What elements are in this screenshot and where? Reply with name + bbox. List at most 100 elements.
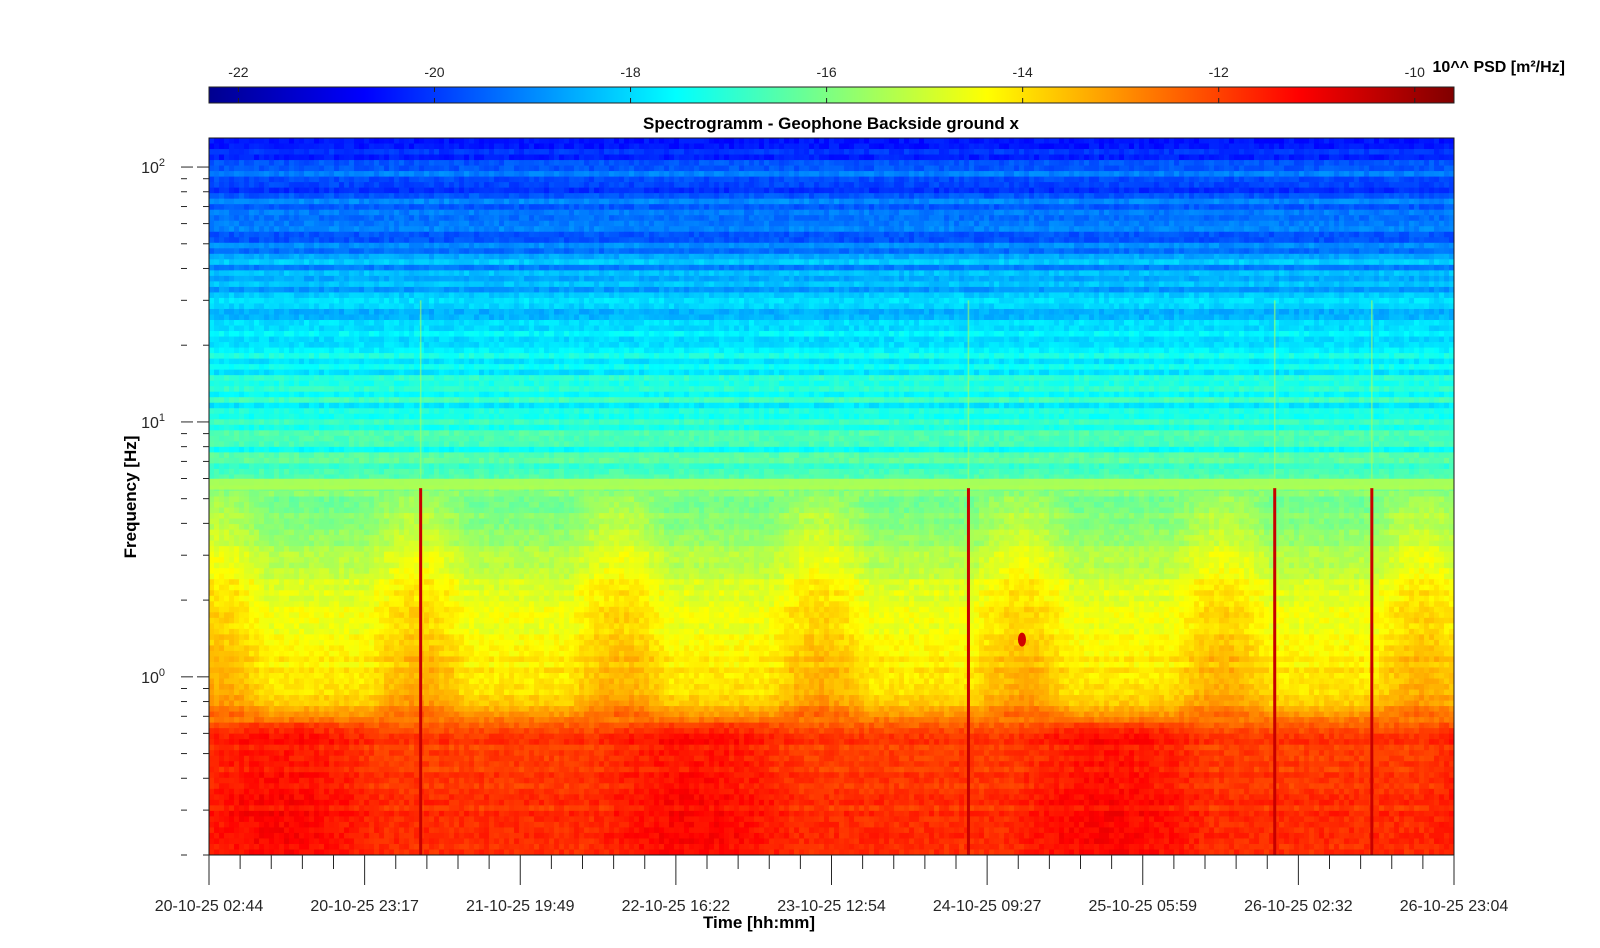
- heatmap-cell: [994, 215, 1000, 221]
- heatmap-cell: [414, 166, 420, 172]
- heatmap-cell: [929, 166, 935, 172]
- heatmap-cell: [309, 188, 315, 194]
- heatmap-cell: [439, 138, 445, 144]
- heatmap-cell: [489, 160, 495, 166]
- heatmap-cell: [389, 160, 395, 166]
- heatmap-cell: [294, 182, 300, 188]
- heatmap-cell: [589, 155, 595, 161]
- heatmap-cell: [604, 221, 610, 227]
- heatmap-cell: [629, 182, 635, 188]
- heatmap-cell: [434, 149, 440, 155]
- heatmap-cell: [1219, 166, 1225, 172]
- heatmap-cell: [1039, 171, 1045, 177]
- heatmap-cell: [424, 193, 430, 199]
- heatmap-cell: [429, 215, 435, 221]
- heatmap-cell: [714, 166, 720, 172]
- heatmap-cell: [684, 138, 690, 144]
- heatmap-cell: [1099, 166, 1105, 172]
- heatmap-cell: [444, 204, 450, 210]
- heatmap-cell: [1404, 171, 1410, 177]
- heatmap-cell: [1204, 204, 1210, 210]
- heatmap-cell: [874, 160, 880, 166]
- heatmap-cell: [289, 160, 295, 166]
- heatmap-cell: [1194, 155, 1200, 161]
- heatmap-cell: [369, 193, 375, 199]
- heatmap-cell: [729, 204, 735, 210]
- heatmap-cell: [1039, 138, 1045, 144]
- heatmap-cell: [1299, 177, 1305, 183]
- heatmap-cell: [1084, 215, 1090, 221]
- heatmap-cell: [824, 215, 830, 221]
- heatmap-cell: [1419, 171, 1425, 177]
- heatmap-cell: [1379, 210, 1385, 216]
- heatmap-cell: [829, 193, 835, 199]
- heatmap-cell: [1089, 160, 1095, 166]
- heatmap-cell: [949, 138, 955, 144]
- heatmap-cell: [1159, 182, 1165, 188]
- heatmap-cell: [469, 199, 475, 205]
- heatmap-cell: [934, 221, 940, 227]
- heatmap-cell: [944, 155, 950, 161]
- heatmap-cell: [709, 171, 715, 177]
- heatmap-cell: [1279, 149, 1285, 155]
- heatmap-cell: [1134, 210, 1140, 216]
- heatmap-cell: [244, 177, 250, 183]
- heatmap-cell: [929, 160, 935, 166]
- heatmap-cell: [664, 193, 670, 199]
- heatmap-cell: [1129, 155, 1135, 161]
- heatmap-cell: [1169, 210, 1175, 216]
- heatmap-cell: [1324, 171, 1330, 177]
- heatmap-cell: [699, 199, 705, 205]
- heatmap-cell: [1229, 171, 1235, 177]
- heatmap-cell: [489, 204, 495, 210]
- heatmap-cell: [789, 160, 795, 166]
- heatmap-cell: [649, 215, 655, 221]
- heatmap-cell: [679, 138, 685, 144]
- heatmap-cell: [1009, 149, 1015, 155]
- heatmap-cell: [804, 221, 810, 227]
- heatmap-cell: [474, 188, 480, 194]
- heatmap-cell: [1184, 210, 1190, 216]
- heatmap-cell: [1349, 199, 1355, 205]
- heatmap-cell: [324, 204, 330, 210]
- heatmap-cell: [1299, 171, 1305, 177]
- heatmap-cell: [429, 188, 435, 194]
- heatmap-cell: [289, 138, 295, 144]
- heatmap-cell: [1249, 193, 1255, 199]
- heatmap-cell: [444, 177, 450, 183]
- heatmap-cell: [1384, 204, 1390, 210]
- heatmap-cell: [889, 177, 895, 183]
- heatmap-cell: [1064, 210, 1070, 216]
- heatmap-cell: [634, 193, 640, 199]
- heatmap-cell: [969, 215, 975, 221]
- heatmap-cell: [1079, 171, 1085, 177]
- heatmap-cell: [944, 166, 950, 172]
- heatmap-cell: [439, 160, 445, 166]
- heatmap-cell: [574, 149, 580, 155]
- heatmap-cell: [1294, 182, 1300, 188]
- heatmap-cell: [1239, 182, 1245, 188]
- heatmap-cell: [894, 155, 900, 161]
- heatmap-cell: [1219, 155, 1225, 161]
- heatmap-cell: [234, 199, 240, 205]
- heatmap-cell: [509, 182, 515, 188]
- heatmap-cell: [989, 138, 995, 144]
- heatmap-cell: [1014, 188, 1020, 194]
- heatmap-cell: [229, 149, 235, 155]
- heatmap-cell: [1324, 166, 1330, 172]
- heatmap-cell: [389, 138, 395, 144]
- heatmap-cell: [304, 138, 310, 144]
- heatmap-cell: [939, 215, 945, 221]
- heatmap-cell: [329, 138, 335, 144]
- heatmap-cell: [1249, 182, 1255, 188]
- heatmap-cell: [954, 155, 960, 161]
- heatmap-cell: [409, 138, 415, 144]
- heatmap-cell: [754, 182, 760, 188]
- heatmap-cell: [1119, 177, 1125, 183]
- heatmap-cell: [1119, 171, 1125, 177]
- heatmap-cell: [1379, 193, 1385, 199]
- heatmap-cell: [609, 166, 615, 172]
- heatmap-cell: [909, 215, 915, 221]
- heatmap-cell: [634, 144, 640, 150]
- heatmap-cell: [259, 177, 265, 183]
